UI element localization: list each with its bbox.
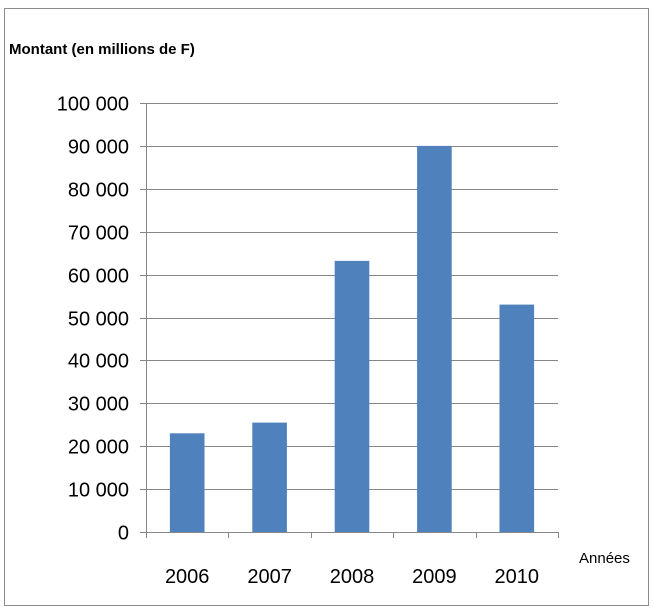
y-tick-label: 0 [118,523,129,545]
y-tick-labels: 0 10 000 20 000 30 000 40 000 50 000 60 000 70 … [57,94,129,545]
bar-2007 [252,422,287,532]
x-tick-label: 2009 [412,566,457,588]
x-tick-label: 2008 [330,566,375,588]
y-tick-label: 10 000 [68,480,129,502]
y-axis-label: Montant (en millions de F) [9,41,195,58]
y-tick-label: 60 000 [68,266,129,288]
x-tick-label: 2007 [247,566,292,588]
bars [169,145,535,532]
y-tick-label: 70 000 [68,223,129,245]
chart-frame [4,8,649,606]
x-tick-label: 2010 [495,566,540,588]
y-tick-label: 40 000 [68,351,129,373]
gridlines [140,103,558,490]
bar-2009 [417,145,452,532]
bar-2006 [169,433,205,532]
y-tick-label: 80 000 [68,180,129,202]
bar-2008 [334,260,370,532]
x-tick-label: 2006 [165,566,210,588]
y-tick-label: 90 000 [68,137,129,159]
y-tick-label: 100 000 [57,94,129,116]
y-tick-label: 30 000 [68,394,129,416]
y-tick-label: 50 000 [68,309,129,331]
y-tick-label: 20 000 [68,437,129,459]
x-axis-label: Années [579,550,630,567]
x-tick-labels: 2006 2007 2008 2009 2010 [165,566,539,588]
bar-2010 [499,304,535,532]
axes [140,103,559,538]
